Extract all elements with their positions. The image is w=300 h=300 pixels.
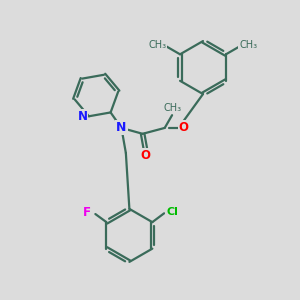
- Text: Cl: Cl: [166, 207, 178, 217]
- Text: O: O: [179, 122, 189, 134]
- Text: N: N: [116, 121, 127, 134]
- Text: CH₃: CH₃: [164, 103, 182, 113]
- Text: F: F: [83, 206, 91, 219]
- Text: CH₃: CH₃: [148, 40, 166, 50]
- Text: N: N: [77, 110, 87, 123]
- Text: O: O: [141, 149, 151, 162]
- Text: CH₃: CH₃: [239, 40, 257, 50]
